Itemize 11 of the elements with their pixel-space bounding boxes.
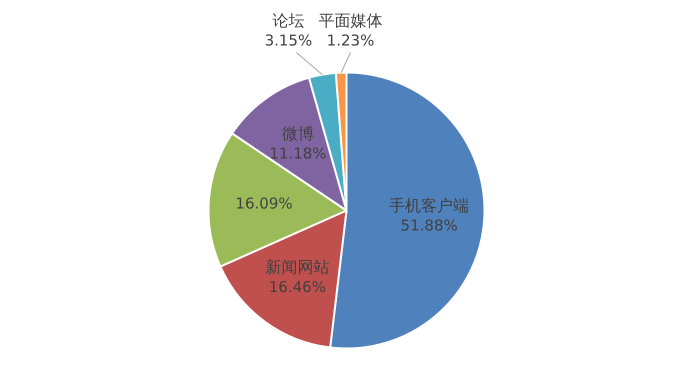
data-label: 3.15%: [264, 32, 312, 50]
slice-label: 手机客户端: [389, 196, 470, 215]
data-label: 11.18%: [269, 144, 327, 162]
data-label: 16.46%: [268, 278, 326, 296]
slice-label: 新闻网站: [265, 258, 330, 277]
data-label: 51.88%: [400, 216, 458, 234]
slice-label: 平面媒体: [318, 11, 382, 30]
data-label: 1.23%: [326, 32, 374, 50]
slice-label: 论坛: [272, 11, 304, 30]
slice-label: 微博: [282, 124, 314, 143]
data-label: 16.09%: [235, 194, 293, 212]
